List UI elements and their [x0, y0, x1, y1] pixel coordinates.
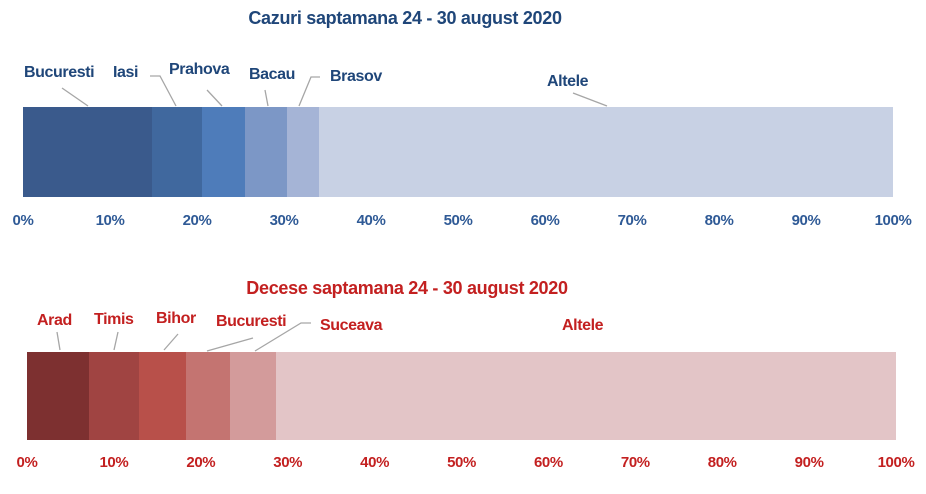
x-axis-tick-8: 80% [707, 454, 737, 471]
x-axis-tick-7: 70% [620, 454, 650, 471]
bar-segment-timis [88, 352, 140, 440]
deaths-chart-title: Decese saptamana 24 - 30 august 2020 [246, 278, 568, 298]
bar-segment-brasov [287, 107, 319, 197]
leader-line-arad [56, 331, 61, 351]
category-label-prahova: Prahova [169, 61, 230, 78]
category-label-bihor: Bihor [156, 310, 196, 327]
x-axis-tick-10: 100% [874, 212, 912, 229]
x-axis-tick-1: 10% [99, 454, 129, 471]
category-label-arad: Arad [37, 312, 72, 329]
bar-segment-bacau [244, 107, 288, 197]
bar-segment-arad [27, 352, 89, 440]
x-axis-tick-2: 20% [182, 212, 212, 229]
deaths-stacked-bar [27, 352, 896, 440]
x-axis-tick-6: 60% [530, 212, 560, 229]
x-axis-tick-10: 100% [877, 454, 915, 471]
x-axis-tick-8: 80% [704, 212, 734, 229]
x-axis-tick-0: 0% [16, 454, 38, 471]
leader-line-bucuresti [206, 337, 254, 352]
leader-line-bihor [163, 333, 179, 351]
x-axis-tick-1: 10% [95, 212, 125, 229]
bar-segment-bucuresti [23, 107, 152, 197]
x-axis-tick-2: 20% [186, 454, 216, 471]
category-label-bucuresti: Bucuresti [216, 313, 287, 330]
x-axis-tick-6: 60% [533, 454, 563, 471]
x-axis-tick-3: 30% [269, 212, 299, 229]
category-label-brasov: Brasov [330, 68, 382, 85]
x-axis-tick-4: 40% [360, 454, 390, 471]
category-label-bucuresti: Bucuresti [24, 64, 95, 81]
category-label-suceava: Suceava [320, 317, 383, 334]
cases-chart-title: Cazuri saptamana 24 - 30 august 2020 [248, 8, 562, 28]
bar-segment-bucuresti [186, 352, 231, 440]
x-axis-tick-5: 50% [447, 454, 476, 471]
category-label-altele: Altele [547, 73, 589, 90]
x-axis-tick-0: 0% [12, 212, 34, 229]
bar-segment-bihor [139, 352, 186, 440]
bar-segment-suceava [230, 352, 276, 440]
cases-stacked-bar [23, 107, 893, 197]
x-axis-tick-7: 70% [617, 212, 647, 229]
category-label-iasi: Iasi [113, 64, 139, 81]
x-axis-tick-4: 40% [356, 212, 386, 229]
bar-segment-prahova [202, 107, 245, 197]
x-axis-tick-5: 50% [443, 212, 473, 229]
category-label-bacau: Bacau [249, 66, 296, 83]
bar-segment-altele [318, 107, 893, 197]
category-label-altele: Altele [562, 317, 604, 334]
category-label-timis: Timis [94, 311, 134, 328]
x-axis-tick-9: 90% [794, 454, 824, 471]
x-axis-tick-3: 30% [273, 454, 303, 471]
x-axis-tick-9: 90% [791, 212, 821, 229]
bar-segment-iasi [151, 107, 203, 197]
leader-line-timis [113, 331, 119, 351]
bar-segment-altele [275, 352, 896, 440]
